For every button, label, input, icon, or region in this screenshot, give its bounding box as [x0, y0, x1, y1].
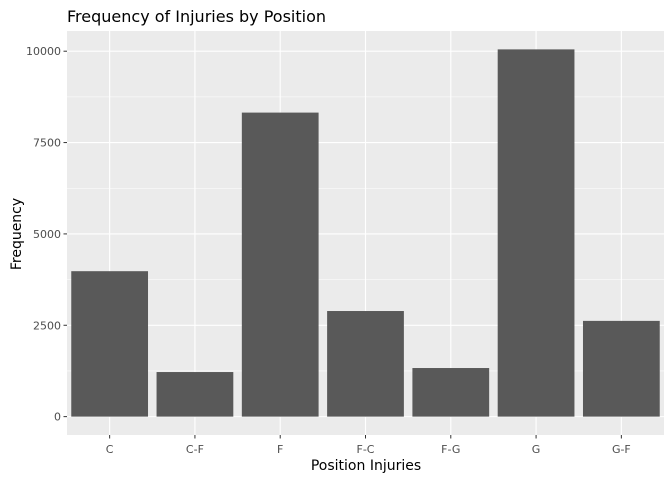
- chart-title: Frequency of Injuries by Position: [67, 7, 326, 26]
- y-axis-title: Frequency: [9, 198, 25, 270]
- y-tick-label: 2500: [33, 319, 61, 332]
- y-tick-label: 5000: [33, 228, 61, 241]
- x-tick-label: C-F: [186, 443, 204, 456]
- bar-f: [241, 112, 319, 417]
- bar-f-g: [412, 368, 490, 417]
- x-tick-label: G-F: [612, 443, 631, 456]
- x-axis-title: Position Injuries: [311, 458, 421, 474]
- x-tick-label: G: [532, 443, 541, 456]
- y-tick-label: 0: [54, 411, 61, 424]
- y-tick-label: 10000: [26, 45, 61, 58]
- bar-g-f: [582, 320, 660, 417]
- bar-g: [497, 49, 575, 417]
- x-tick-label: F-G: [441, 443, 460, 456]
- x-tick-label: F: [277, 443, 283, 456]
- x-tick-label: C: [106, 443, 114, 456]
- y-tick-label: 7500: [33, 137, 61, 150]
- bar-c-f: [156, 372, 234, 417]
- y-axis: 0 2500 5000 7500 10000: [26, 45, 67, 424]
- bar-f-c: [327, 311, 404, 417]
- x-axis: C C-F F F-C F-G G G-F: [106, 435, 631, 456]
- x-tick-label: F-C: [357, 443, 375, 456]
- bar-c: [71, 271, 149, 417]
- bars: [71, 49, 660, 417]
